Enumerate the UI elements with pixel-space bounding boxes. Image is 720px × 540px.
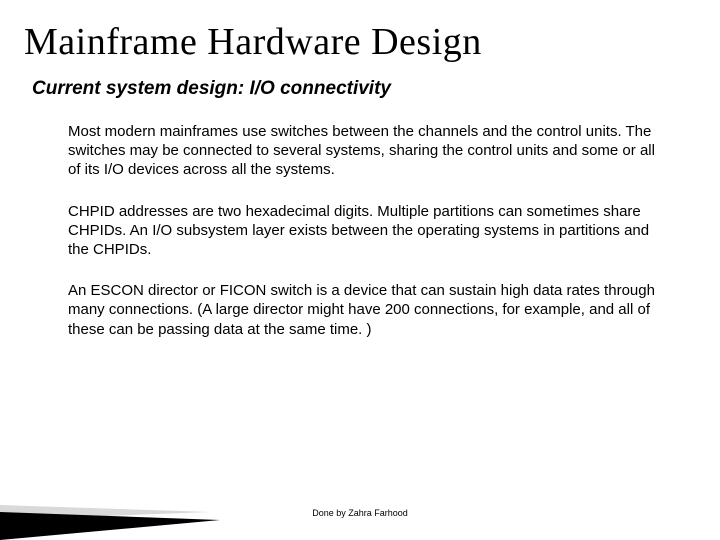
slide-container: Mainframe Hardware Design Current system… — [0, 0, 720, 540]
decorative-wedge — [0, 450, 220, 540]
page-title: Mainframe Hardware Design — [24, 20, 692, 64]
paragraph: An ESCON director or FICON switch is a d… — [68, 281, 662, 339]
paragraph: Most modern mainframes use switches betw… — [68, 122, 662, 180]
body-text: Most modern mainframes use switches betw… — [68, 122, 662, 339]
paragraph: CHPID addresses are two hexadecimal digi… — [68, 202, 662, 260]
subtitle: Current system design: I/O connectivity — [32, 78, 692, 100]
footer-text: Done by Zahra Farhood — [0, 508, 720, 518]
